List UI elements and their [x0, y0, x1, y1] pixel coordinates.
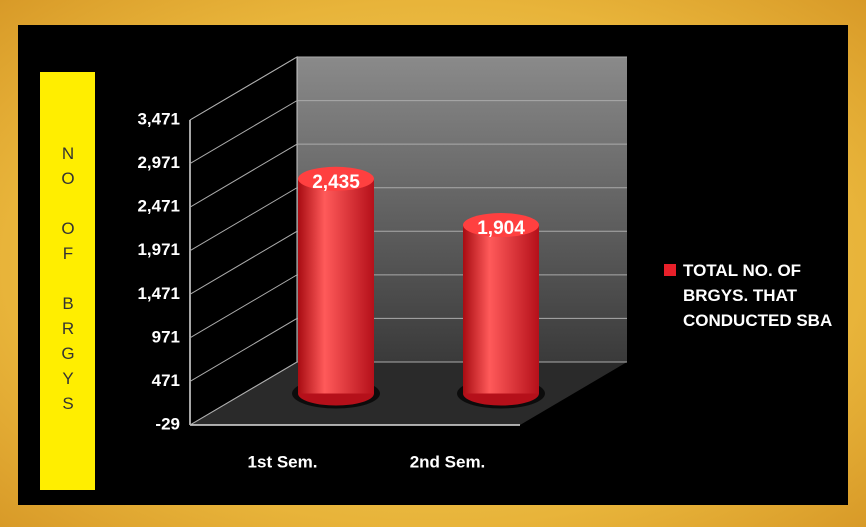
bar-top — [298, 166, 374, 191]
y-tick-label: 2,971 — [137, 153, 180, 172]
legend: TOTAL NO. OF BRGYS. THAT CONDUCTED SBA — [664, 258, 854, 333]
y-tick-label: 1,971 — [137, 240, 180, 259]
legend-swatch — [664, 264, 676, 276]
y-axis-label: NO OF BRGYS — [40, 72, 95, 490]
data-label: 1,904 — [477, 218, 525, 239]
y-tick-label: 471 — [152, 371, 180, 390]
y-tick-label: 1,471 — [137, 284, 180, 303]
bar — [298, 178, 374, 394]
back-wall — [297, 57, 627, 362]
grid-line — [189, 187, 627, 252]
x-tick-label: 2nd Sem. — [410, 452, 486, 471]
data-label: 2,435 — [312, 172, 360, 193]
bar — [463, 225, 539, 394]
grid-line — [189, 143, 627, 208]
grid-line — [189, 56, 627, 121]
x-tick-label: 1st Sem. — [248, 452, 318, 471]
legend-label: TOTAL NO. OF BRGYS. THAT CONDUCTED SBA — [683, 261, 833, 330]
grid-line — [189, 100, 627, 165]
y-tick-label: 3,471 — [137, 109, 180, 128]
y-tick-label: -29 — [155, 414, 180, 433]
y-tick-label: 2,471 — [137, 197, 180, 216]
bar-top — [463, 213, 539, 238]
y-tick-label: 971 — [152, 327, 180, 346]
